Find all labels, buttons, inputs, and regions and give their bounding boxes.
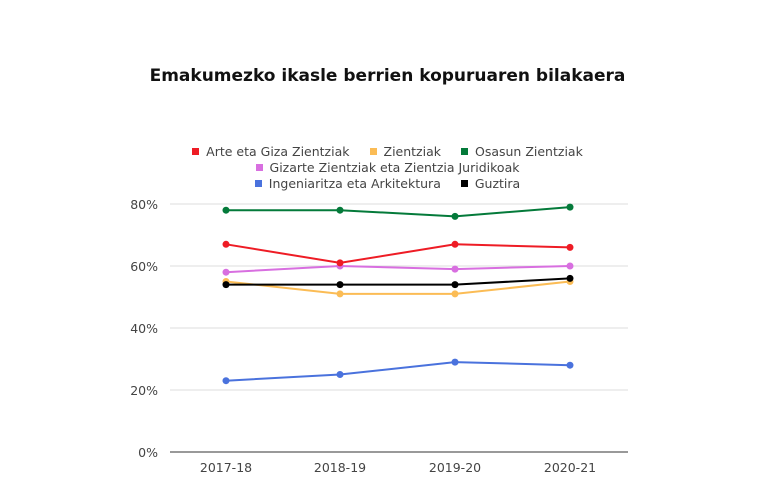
data-point bbox=[336, 290, 344, 298]
series-line bbox=[226, 206, 571, 218]
data-point bbox=[222, 377, 230, 385]
data-point bbox=[451, 281, 459, 289]
legend-item: Arte eta Giza Zientziak bbox=[192, 144, 350, 159]
data-point bbox=[451, 212, 459, 220]
series-line bbox=[225, 361, 571, 382]
series-line bbox=[226, 277, 571, 286]
data-point bbox=[451, 358, 459, 366]
legend-swatch bbox=[460, 180, 468, 187]
data-point bbox=[566, 361, 574, 369]
legend-item: Osasun Zientziak bbox=[460, 144, 583, 159]
data-point bbox=[566, 274, 574, 282]
legend-label: Zientziak bbox=[383, 144, 441, 159]
legend-swatch bbox=[460, 148, 468, 155]
legend-row: Gizarte Zientziak eta Zientzia Juridikoa… bbox=[0, 160, 775, 175]
y-tick-label: 60% bbox=[130, 259, 158, 274]
data-point bbox=[222, 268, 230, 276]
series-line bbox=[225, 243, 571, 264]
x-tick-label: 2020-21 bbox=[544, 460, 596, 475]
y-tick-label: 20% bbox=[130, 383, 158, 398]
y-tick-label: 0% bbox=[138, 445, 158, 460]
series-line bbox=[225, 264, 571, 274]
chart-title: Emakumezko ikasle berrien kopuruaren bil… bbox=[149, 66, 626, 86]
data-point bbox=[336, 259, 344, 267]
series-line bbox=[225, 280, 571, 295]
data-point bbox=[336, 281, 344, 289]
data-point bbox=[336, 371, 344, 378]
data-point bbox=[336, 206, 344, 214]
data-point bbox=[222, 281, 230, 289]
legend-row: Arte eta Giza Zientziak Zientziak Osasun Z… bbox=[0, 144, 775, 159]
x-tick-label: 2018-19 bbox=[314, 460, 366, 475]
legend-label: Ingeniaritza eta Arkitektura bbox=[268, 176, 441, 191]
legend-label: Guztira bbox=[474, 176, 521, 191]
data-point bbox=[566, 203, 574, 211]
y-tick-label: 80% bbox=[130, 197, 158, 212]
legend-swatch bbox=[254, 180, 262, 187]
legend-item: Zientziak bbox=[369, 144, 441, 159]
data-point bbox=[566, 243, 574, 251]
legend-item: Guztira bbox=[460, 176, 521, 191]
x-tick-label: 2017-18 bbox=[200, 460, 252, 475]
data-point bbox=[566, 262, 574, 270]
y-tick-label: 40% bbox=[130, 321, 158, 336]
x-tick-label: 2019-20 bbox=[429, 460, 481, 475]
legend-label: Osasun Zientziak bbox=[474, 144, 583, 159]
legend-item: Ingeniaritza eta Arkitektura bbox=[254, 176, 441, 191]
data-point bbox=[451, 265, 459, 273]
legend-swatch bbox=[192, 148, 200, 155]
legend-item: Gizarte Zientziak eta Zientzia Juridikoa… bbox=[255, 160, 520, 175]
legend-row: Ingeniaritza eta Arkitektura Guztira bbox=[0, 176, 775, 191]
data-point bbox=[222, 240, 230, 248]
data-point bbox=[451, 290, 459, 298]
legend-label: Arte eta Giza Zientziak bbox=[206, 144, 350, 159]
legend-swatch bbox=[255, 164, 263, 171]
data-point bbox=[451, 240, 459, 248]
data-point bbox=[222, 206, 230, 214]
legend-swatch bbox=[369, 148, 377, 155]
legend-label: Gizarte Zientziak eta Zientzia Juridikoa… bbox=[269, 160, 520, 175]
